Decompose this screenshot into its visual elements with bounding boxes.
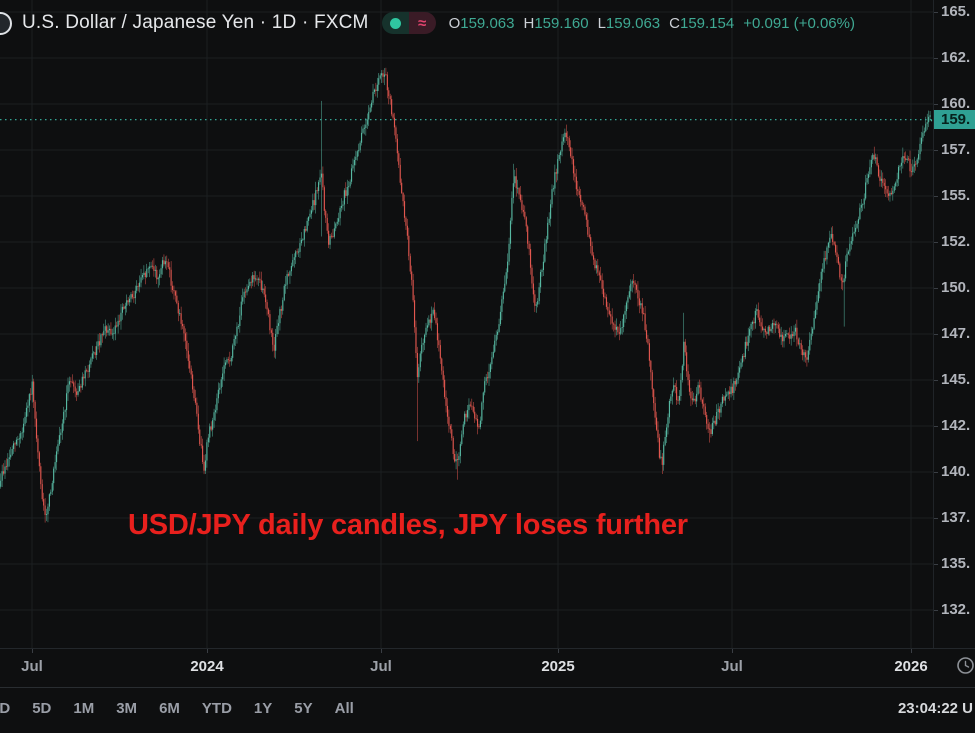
- range-buttons: 1D 5D 1M 3M 6M YTD 1Y 5Y All: [0, 700, 376, 717]
- price-axis-label: 142.: [941, 417, 971, 434]
- symbol-title[interactable]: U.S. Dollar / Japanese Yen · 1D · FXCM: [22, 12, 369, 33]
- time-axis-tick: [558, 649, 559, 653]
- price-axis-label: 157.: [941, 141, 971, 158]
- market-status-toggle[interactable]: ≈: [381, 12, 436, 34]
- symbol-logo-icon[interactable]: [0, 12, 12, 35]
- bottom-toolbar: 1D 5D 1M 3M 6M YTD 1Y 5Y All 23:04:22 U: [0, 687, 975, 733]
- price-axis-label: 145.: [941, 371, 971, 388]
- price-axis-label: 162.: [941, 49, 971, 66]
- price-axis-tick: [934, 426, 938, 427]
- time-axis-tick: [911, 649, 912, 653]
- ohlc-pair: L159.063: [597, 14, 661, 32]
- price-axis-tick: [934, 104, 938, 105]
- price-axis-label: 160.: [941, 95, 971, 112]
- range-button-6m[interactable]: 6M: [159, 700, 180, 717]
- price-axis-label: 152.: [941, 233, 971, 250]
- price-axis-label: 135.: [941, 555, 971, 572]
- chart-header: U.S. Dollar / Japanese Yen · 1D · FXCM ≈…: [0, 10, 855, 36]
- ohlc-pair: O159.063: [448, 14, 515, 32]
- price-axis-tick: [934, 242, 938, 243]
- range-button-ytd[interactable]: YTD: [201, 700, 232, 717]
- range-button-1m[interactable]: 1M: [73, 700, 95, 717]
- range-button-1y[interactable]: 1Y: [253, 700, 273, 717]
- price-axis-tick: [934, 564, 938, 565]
- price-change: +0.091 (+0.06%): [743, 14, 855, 32]
- price-axis-label: 140.: [941, 463, 971, 480]
- price-axis-tick: [934, 334, 938, 335]
- time-axis-tick: [32, 649, 33, 653]
- time-axis-label: Jul: [370, 658, 392, 675]
- price-axis-label: 165.: [941, 3, 971, 20]
- time-axis-label: 2026: [894, 658, 928, 675]
- time-axis-label: Jul: [21, 658, 43, 675]
- clock-time: 23:04:22 U: [897, 700, 973, 717]
- candlestick-chart[interactable]: [0, 0, 933, 648]
- range-button-all[interactable]: All: [334, 700, 354, 717]
- market-open-dot-icon[interactable]: [381, 12, 409, 34]
- time-axis[interactable]: Jul 2024 Jul 2025 Jul 2026: [0, 648, 975, 688]
- time-axis-tick: [207, 649, 208, 653]
- clock-icon[interactable]: [956, 656, 975, 675]
- price-axis-tick: [934, 196, 938, 197]
- price-axis-label: 137.: [941, 509, 971, 526]
- price-axis[interactable]: 159. 165. 162. 160. 157. 155. 152. 150. 147. 145…: [933, 0, 975, 648]
- ohlc-pair: C159.154: [669, 14, 735, 32]
- current-price-tag: 159.: [934, 110, 975, 130]
- delayed-data-icon[interactable]: ≈: [408, 12, 436, 34]
- time-axis-tick: [732, 649, 733, 653]
- time-axis-label: Jul: [721, 658, 743, 675]
- price-axis-label: 147.: [941, 325, 971, 342]
- range-button-1d[interactable]: 1D: [0, 700, 11, 717]
- time-axis-label: 2024: [190, 658, 224, 675]
- price-axis-tick: [934, 472, 938, 473]
- price-axis-tick: [934, 150, 938, 151]
- current-price-value: 159.: [941, 111, 971, 129]
- price-axis-label: 155.: [941, 187, 971, 204]
- ohlc-pair: H159.160: [523, 14, 589, 32]
- time-axis-tick: [381, 649, 382, 653]
- price-axis-tick: [934, 610, 938, 611]
- price-axis-tick: [934, 288, 938, 289]
- range-button-5y[interactable]: 5Y: [294, 700, 313, 717]
- time-axis-label: 2025: [541, 658, 575, 675]
- price-axis-tick: [934, 58, 938, 59]
- price-axis-tick: [934, 12, 938, 13]
- annotation-text: USD/JPY daily candles, JPY loses further: [128, 509, 688, 541]
- range-button-3m[interactable]: 3M: [116, 700, 138, 717]
- price-axis-label: 150.: [941, 279, 971, 296]
- price-axis-label: 132.: [941, 601, 971, 618]
- ohlc-values: O159.063 H159.160 L159.063 C159.154: [449, 15, 744, 32]
- price-axis-tick: [934, 380, 938, 381]
- price-axis-tick: [934, 518, 938, 519]
- range-button-5d[interactable]: 5D: [32, 700, 52, 717]
